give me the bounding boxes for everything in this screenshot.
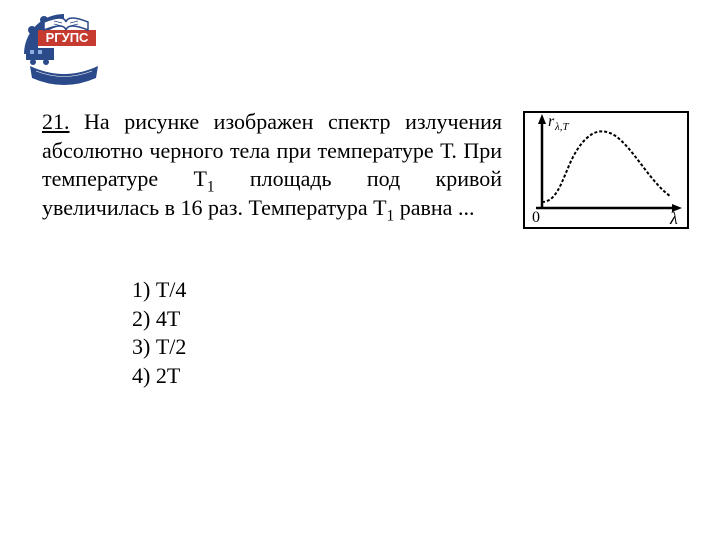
logo-text: РГУПС bbox=[46, 30, 89, 45]
question-text: 21. На рисунке изображен спектр излучени… bbox=[42, 108, 502, 222]
option-2: 2) 4Т bbox=[132, 305, 690, 334]
option-4: 4) 2Т bbox=[132, 362, 690, 391]
svg-text:λ,Т: λ,Т bbox=[554, 121, 570, 133]
question-number: 21. bbox=[42, 109, 70, 134]
svg-text:r: r bbox=[548, 113, 555, 130]
svg-text:λ: λ bbox=[669, 208, 678, 228]
svg-text:0: 0 bbox=[532, 209, 540, 226]
answer-options: 1) Т/4 2) 4Т 3) Т/2 4) 2Т bbox=[132, 276, 690, 390]
institution-logo: РГУПС bbox=[18, 8, 108, 98]
option-3: 3) Т/2 bbox=[132, 333, 690, 362]
spectrum-chart: r λ,Т 0 λ bbox=[522, 108, 690, 236]
option-1: 1) Т/4 bbox=[132, 276, 690, 305]
